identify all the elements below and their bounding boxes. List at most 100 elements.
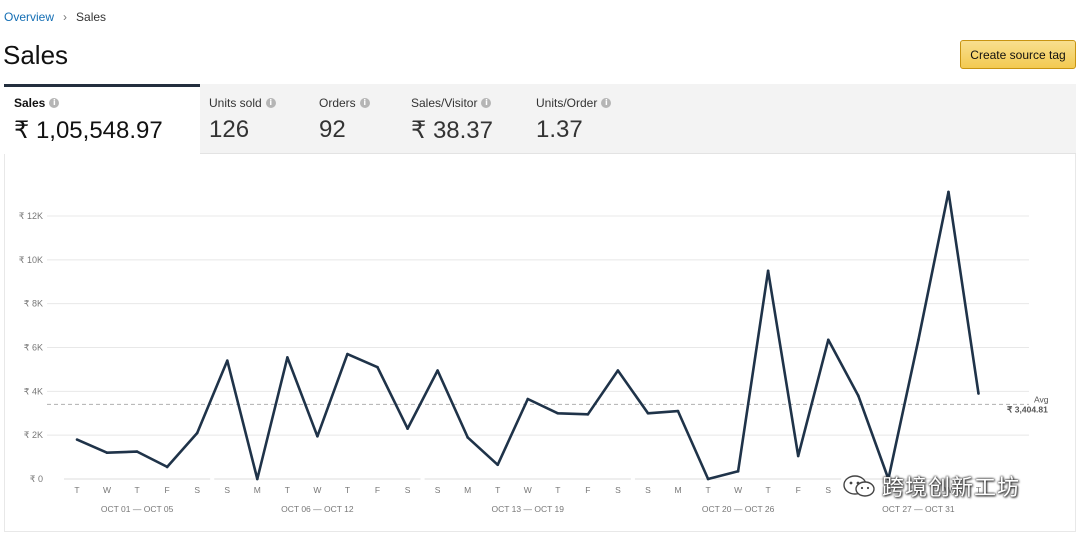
chevron-right-icon: › — [63, 10, 68, 24]
data-point — [736, 470, 740, 473]
x-tick-label: W — [313, 485, 321, 495]
x-tick-label: T — [916, 485, 921, 495]
tab-orders[interactable]: Orders i 92 — [319, 84, 404, 154]
week-range-label: OCT 01 — OCT 05 — [101, 504, 174, 514]
data-point — [646, 411, 650, 415]
info-icon[interactable]: i — [49, 98, 60, 108]
x-tick-label: S — [855, 485, 861, 495]
breadcrumb-overview-link[interactable]: Overview — [4, 10, 55, 24]
info-icon[interactable]: i — [481, 98, 492, 108]
week-range-label: OCT 20 — OCT 26 — [702, 504, 775, 514]
x-tick-label: S — [405, 485, 411, 495]
tab-units-sold[interactable]: Units sold i 126 — [209, 84, 309, 154]
tab-units-per-order-value: 1.37 — [536, 116, 583, 143]
tab-sales-per-visitor[interactable]: Sales/Visitor i ₹ 38.37 — [411, 84, 529, 154]
x-tick-label: W — [734, 485, 742, 495]
x-tick-label: T — [345, 485, 350, 495]
tab-orders-label: Orders — [319, 96, 356, 110]
breadcrumb: Overview › Sales — [4, 10, 106, 24]
x-tick-label: T — [766, 485, 771, 495]
week-range-label: OCT 27 — OCT 31 — [882, 504, 955, 514]
breadcrumb-current: Sales — [76, 10, 107, 24]
average-value-label: ₹ 3,404.81 — [1007, 404, 1048, 414]
tab-units-sold-value: 126 — [209, 116, 250, 143]
create-source-tag-button[interactable]: Create source tag — [960, 40, 1076, 69]
x-tick-label: T — [134, 485, 139, 495]
data-point — [917, 338, 920, 342]
tab-units-sold-label: Units sold — [209, 96, 262, 110]
x-tick-label: F — [165, 485, 170, 495]
x-tick-label: M — [674, 485, 681, 495]
info-icon[interactable]: i — [359, 98, 370, 108]
tab-units-per-order[interactable]: Units/Order i 1.37 — [536, 84, 646, 154]
sales-chart-panel: ₹ 0 ₹ 2K ₹ 4K ₹ 6K ₹ 8K ₹ 10K ₹ 12K OCT 01 — OC… — [4, 154, 1076, 532]
data-point — [195, 431, 199, 435]
tab-sales-per-visitor-label: Sales/Visitor — [411, 96, 478, 110]
tab-orders-value: 92 — [319, 116, 346, 143]
data-point — [286, 356, 289, 359]
x-tick-label: S — [194, 485, 200, 495]
data-point — [406, 427, 409, 430]
x-tick-label: S — [615, 485, 621, 495]
week-range-label: OCT 13 — OCT 19 — [492, 504, 565, 514]
data-point — [165, 465, 169, 469]
data-point — [135, 450, 139, 453]
tab-sales[interactable]: Sales i ₹ 1,05,548.97 — [4, 84, 200, 155]
y-tick-label: ₹ 4K — [24, 386, 43, 396]
y-tick-label: ₹ 12K — [19, 211, 43, 221]
x-tick-label: M — [885, 485, 892, 495]
x-tick-label: T — [976, 485, 981, 495]
tab-sales-per-visitor-value: ₹ 38.37 — [411, 117, 493, 144]
data-point — [676, 409, 680, 413]
data-point — [586, 413, 590, 416]
x-tick-label: F — [375, 485, 380, 495]
y-tick-label: ₹ 6K — [24, 343, 43, 353]
x-tick-label: S — [645, 485, 651, 495]
tab-sales-value: ₹ 1,05,548.97 — [14, 117, 163, 144]
x-tick-label: M — [254, 485, 261, 495]
week-range-label: OCT 06 — OCT 12 — [281, 504, 354, 514]
average-label: Avg — [1034, 394, 1049, 404]
data-point — [977, 392, 980, 395]
x-tick-label: T — [555, 485, 560, 495]
data-point — [947, 190, 950, 194]
x-tick-label: F — [796, 485, 801, 495]
data-point — [556, 411, 560, 415]
data-point — [796, 454, 800, 458]
data-point — [857, 394, 860, 398]
x-tick-label: T — [705, 485, 710, 495]
data-point — [826, 338, 830, 342]
data-point — [496, 463, 500, 467]
x-tick-label: S — [224, 485, 230, 495]
sales-series-line — [76, 190, 980, 481]
x-tick-label: T — [495, 485, 500, 495]
data-point — [766, 269, 770, 273]
y-tick-label: ₹ 2K — [24, 430, 43, 440]
data-point — [316, 434, 319, 438]
data-point — [346, 352, 349, 356]
info-icon[interactable]: i — [601, 98, 612, 108]
data-point — [105, 451, 109, 455]
data-point — [255, 477, 259, 481]
page-title: Sales — [3, 40, 69, 70]
x-tick-label: W — [103, 485, 111, 495]
x-tick-label: S — [825, 485, 831, 495]
data-point — [436, 369, 439, 372]
data-point — [887, 477, 890, 481]
tab-units-per-order-label: Units/Order — [536, 96, 598, 110]
data-point — [466, 436, 469, 439]
data-point — [706, 477, 710, 481]
x-tick-label: T — [285, 485, 290, 495]
data-point — [616, 369, 620, 372]
data-point — [376, 365, 379, 369]
x-tick-label: T — [74, 485, 79, 495]
data-point — [526, 397, 530, 401]
metric-tabs: Sales i ₹ 1,05,548.97 Units sold i 126 O… — [4, 84, 1076, 155]
info-icon[interactable]: i — [265, 98, 276, 108]
y-tick-label: ₹ 8K — [24, 299, 43, 309]
x-tick-label: W — [524, 485, 532, 495]
data-point — [75, 438, 79, 441]
y-tick-label: ₹ 0 — [30, 474, 43, 484]
x-tick-label: S — [435, 485, 441, 495]
